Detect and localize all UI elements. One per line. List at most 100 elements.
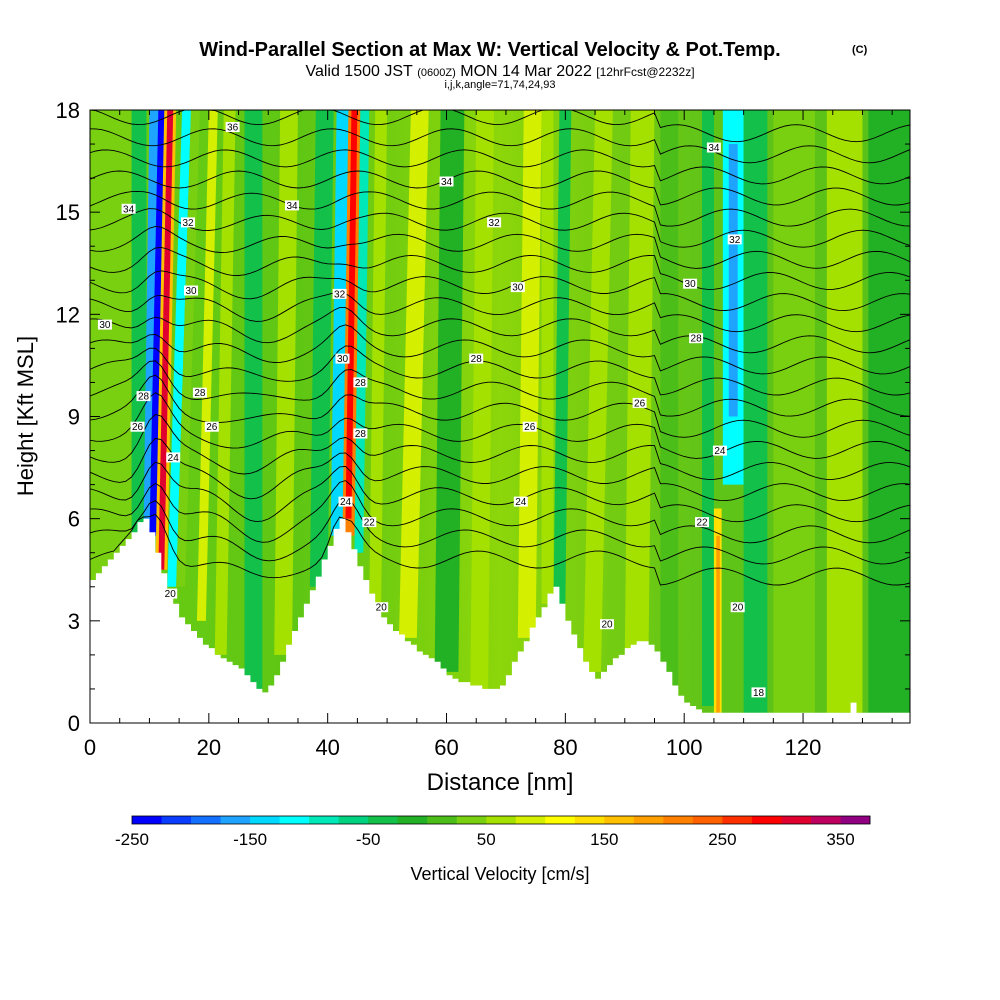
contour-label-text: 30 xyxy=(99,320,111,331)
contour-label: 32 xyxy=(727,234,742,246)
contour-label-box xyxy=(181,217,195,228)
isentrope-contour xyxy=(90,461,910,523)
contour-label-text: 26 xyxy=(206,422,218,433)
contour-label-text: 20 xyxy=(601,620,613,631)
colorbar-swatch xyxy=(810,816,841,824)
contour-label-text: 24 xyxy=(515,497,527,508)
isentrope-contour xyxy=(90,110,910,143)
field-band-lee-1 xyxy=(176,110,200,587)
field-band-wave-7 xyxy=(583,110,613,672)
contour-label: 28 xyxy=(353,377,368,389)
contour-label-text: 28 xyxy=(691,334,703,345)
contour-label-box xyxy=(130,421,145,432)
contour-label-text: 28 xyxy=(471,354,483,365)
contour-label-box xyxy=(695,517,709,528)
title-mark: (C) xyxy=(852,44,868,56)
contour-label: 34 xyxy=(439,176,454,188)
colorbar-swatch xyxy=(545,816,576,824)
contour-label-box xyxy=(335,353,350,364)
contour-label-box xyxy=(513,496,528,507)
contour-label-text: 22 xyxy=(364,518,376,529)
contour-label: 30 xyxy=(335,353,350,365)
contour-label-box xyxy=(727,234,742,245)
contour-label-text: 34 xyxy=(441,177,453,188)
x-tick-label: 20 xyxy=(197,735,221,760)
isentrope-contour xyxy=(90,413,910,480)
isentrope-contour xyxy=(90,497,910,565)
x-tick-label: 0 xyxy=(84,735,96,760)
contour-label-box xyxy=(522,421,537,432)
chart-subtitle: Valid 1500 JST (0600Z) MON 14 Mar 2022 [… xyxy=(305,63,694,80)
colorbar-swatch xyxy=(427,816,458,824)
contour-label: 28 xyxy=(469,353,484,365)
isentrope-contour xyxy=(90,170,910,206)
colorbar: -250 -150 -50 50 150 250 350 xyxy=(115,815,871,849)
field-band-ridge-3 xyxy=(541,110,554,604)
contour-label-box xyxy=(510,282,525,293)
colorbar-swatch xyxy=(692,816,723,824)
contour-label: 24 xyxy=(513,496,528,508)
contour-label-text: 30 xyxy=(337,354,349,365)
field-band-updraft-3-core xyxy=(716,535,720,713)
contour-label-box xyxy=(689,333,704,344)
field-band-wave-10 xyxy=(826,110,863,713)
contour-label-text: 20 xyxy=(732,603,744,614)
contour-label-box xyxy=(469,353,484,364)
isentrope-contour xyxy=(90,374,910,438)
y-tick-label: 3 xyxy=(68,609,80,634)
field-band-wave-9 xyxy=(773,110,815,713)
field-band-valley-2 xyxy=(434,110,465,672)
contour-label-text: 24 xyxy=(340,497,352,508)
field-band-wave-3 xyxy=(274,110,298,655)
chart-subtitle-indices: i,j,k,angle=71,74,24,93 xyxy=(444,79,555,91)
field-band-updraft-1-core xyxy=(158,110,174,570)
isentrope-contour xyxy=(90,226,910,269)
field-band-west-trough xyxy=(131,110,147,553)
contour-label: 26 xyxy=(632,397,647,409)
contour-label: 24 xyxy=(338,496,353,508)
contour-label: 22 xyxy=(362,517,377,529)
isentrope-contour xyxy=(90,392,910,459)
contour-label: 28 xyxy=(689,333,704,345)
contour-label-text: 34 xyxy=(123,204,135,215)
contour-label: 20 xyxy=(730,602,745,614)
contour-label: 28 xyxy=(192,387,207,399)
contour-label: 24 xyxy=(712,445,727,457)
contour-label-box xyxy=(487,217,502,228)
field-band-wave-4 xyxy=(398,110,429,638)
contour-label: 28 xyxy=(353,428,368,440)
y-tick-label: 0 xyxy=(68,711,80,736)
colorbar-swatch xyxy=(722,816,753,824)
contour-label-box xyxy=(184,285,198,296)
contour-label: 28 xyxy=(136,391,151,403)
field-band-downdraft-3 xyxy=(330,110,349,536)
contour-label-text: 32 xyxy=(729,235,741,246)
x-tick-label: 120 xyxy=(785,735,822,760)
contour-label-box xyxy=(285,200,299,211)
x-tick-label: 80 xyxy=(553,735,577,760)
isentrope-contour xyxy=(90,291,910,333)
field-band-downdraft-2 xyxy=(167,110,192,587)
contour-label: 32 xyxy=(332,288,347,300)
field-band-wave-8 xyxy=(624,110,655,655)
contour-label-box xyxy=(225,122,240,132)
contour-label: 32 xyxy=(181,217,195,229)
colorbar-tick-label: 350 xyxy=(826,830,854,849)
contour-label-text: 22 xyxy=(696,518,708,529)
contour-label-box xyxy=(730,602,745,613)
contour-label: 22 xyxy=(695,517,709,529)
contour-label-text: 20 xyxy=(165,589,177,600)
contour-label-text: 18 xyxy=(753,688,765,699)
contour-label-box xyxy=(192,387,207,398)
colorbar-swatch xyxy=(279,816,310,824)
contour-label: 26 xyxy=(522,421,537,433)
colorbar-swatch xyxy=(574,816,605,824)
contour-label: 36 xyxy=(225,122,240,134)
contour-label-text: 26 xyxy=(524,422,536,433)
y-tick-label: 18 xyxy=(56,98,80,123)
colorbar-swatch xyxy=(397,816,428,824)
contour-labels: 36 34 34 34 34 32 32 32 32 30 30 30 30 30 28 28 28 28 28 28… xyxy=(97,122,766,699)
contour-label: 30 xyxy=(184,285,198,297)
chart-title: Wind-Parallel Section at Max W: Vertical… xyxy=(199,39,780,61)
